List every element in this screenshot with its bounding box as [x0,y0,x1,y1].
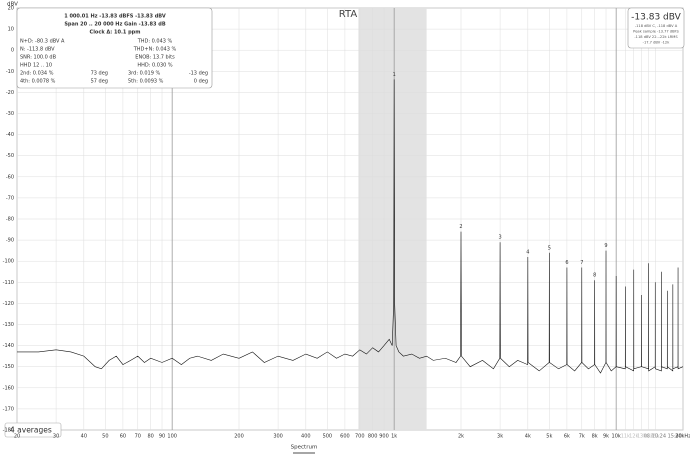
harmonic-label: 7 [580,260,583,266]
harmonic-label: 9 [604,243,607,249]
harmonic-label: 6 [565,260,568,266]
y-tick-label: -170 [3,406,14,412]
y-tick-label: -100 [3,259,14,265]
y-tick-label: -10 [6,69,14,75]
level-line: Peak sample -13.77 dBFS [633,30,679,34]
x-tick-label: 40 [81,434,87,440]
timestamp: 08.10.24 15:40 [644,434,682,440]
x-tick-label: 10k [612,434,621,440]
level-line: -17.7 dBV -12k [643,41,671,45]
x-tick-label: 400 [301,434,311,440]
y-tick-label: -140 [3,343,14,349]
harmonic-label: 8 [593,273,596,279]
info-cell: HHD 12 .. 10 [20,63,52,69]
info-cell: 57 deg [91,79,108,85]
info-cell: 5th: 0.0093 % [128,79,164,85]
x-tick-label: 20kHz [675,434,690,440]
averages-box [4,422,62,438]
x-tick-label: 7k [579,434,585,440]
info-cell: N: -113.8 dBV [20,47,55,53]
y-tick-label: 20 [8,6,14,12]
info-cell: 2nd: 0.034 % [20,71,54,77]
x-tick-label: 6k [564,434,570,440]
info-cell: SNR: 100.0 dB [20,55,57,61]
info-cell: HHD: 0.030 % [137,63,173,69]
info-header: Span 20 .. 20 000 Hz Gain -13.83 dB [64,22,166,28]
x-tick-label: 8k [592,434,598,440]
y-tick-label: -160 [3,385,14,391]
x-tick-label: 900 [379,434,389,440]
info-box [16,7,213,89]
x-tick-label: 2k [458,434,464,440]
y-tick-label: -30 [6,111,14,117]
x-tick-label: 80 [147,434,153,440]
info-cell: ENOB: 13.7 bits [135,55,175,61]
x-tick-label: 12k [629,434,638,440]
harmonic-label: 2 [459,224,462,230]
y-tick-label: 10 [8,27,14,33]
y-tick-label: -80 [6,217,14,223]
y-tick-label: -150 [3,364,14,370]
legend-label: Spectrum [291,445,318,451]
y-tick-label: 0 [11,48,14,54]
x-tick-label: 5k [546,434,552,440]
x-tick-label: 20 [14,434,20,440]
x-tick-label: 3k [497,434,503,440]
spectrum-line [17,79,684,374]
harmonic-label: 1 [393,72,396,78]
level-line: -118 dBV 22...22k LRMS [634,35,678,39]
x-tick-label: 11k [621,434,630,440]
x-tick-label: 50 [102,434,108,440]
x-tick-label: 800 [368,434,378,440]
info-cell: THD+N: 0.043 % [133,47,177,53]
x-tick-label: 600 [340,434,350,440]
info-header: 1 000.01 Hz -13.83 dBFS -13.83 dBV [64,14,166,20]
harmonic-label: 3 [498,235,501,241]
info-header: Clock Δ: 10.1 ppm [90,30,141,36]
y-tick-label: -70 [6,195,14,201]
y-tick-label: -60 [6,174,14,180]
harmonic-label: 5 [548,245,551,251]
y-tick-label: -180 [3,428,14,434]
harmonic-label: 4 [526,249,529,255]
x-tick-label: 15k [651,434,660,440]
level-main: -13.83 dBV [631,13,681,23]
y-tick-label: -40 [6,132,14,138]
info-cell: 0 deg [194,79,208,85]
level-line: -118 dBV C, -118 dBV A [635,24,678,28]
x-tick-label: 60 [120,434,126,440]
info-cell: THD: 0.043 % [137,39,173,45]
x-tick-label: 700 [355,434,365,440]
x-tick-label: 300 [273,434,283,440]
info-cell: N+D: -80.3 dBV A [20,39,65,45]
chart-title: RTA [339,9,358,20]
y-tick-label: -50 [6,153,14,159]
x-tick-label: 4k [525,434,531,440]
y-tick-label: -130 [3,322,14,328]
x-tick-label: 9k [603,434,609,440]
x-tick-label: 14k [644,434,653,440]
x-tick-label: 30 [53,434,59,440]
x-tick-label: 200 [234,434,244,440]
x-tick-label: 100 [167,434,177,440]
x-tick-label: 13k [637,434,646,440]
y-tick-label: -90 [6,238,14,244]
y-tick-label: -110 [3,280,14,286]
info-cell: -13 deg [189,71,208,77]
info-cell: 4th: 0.0078 % [20,79,56,85]
x-tick-label: 1k [391,434,397,440]
info-cell: 3rd: 0.019 % [128,71,161,77]
y-tick-label: -20 [6,90,14,96]
x-tick-label: 90 [159,434,165,440]
level-box [627,7,685,49]
info-cell: 73 deg [91,71,108,77]
x-tick-label: 70 [135,434,141,440]
averages-text: 4 averages [10,426,52,435]
x-tick-label: 500 [323,434,333,440]
y-tick-label: -120 [3,301,14,307]
y-axis-label: dBV [7,2,18,8]
